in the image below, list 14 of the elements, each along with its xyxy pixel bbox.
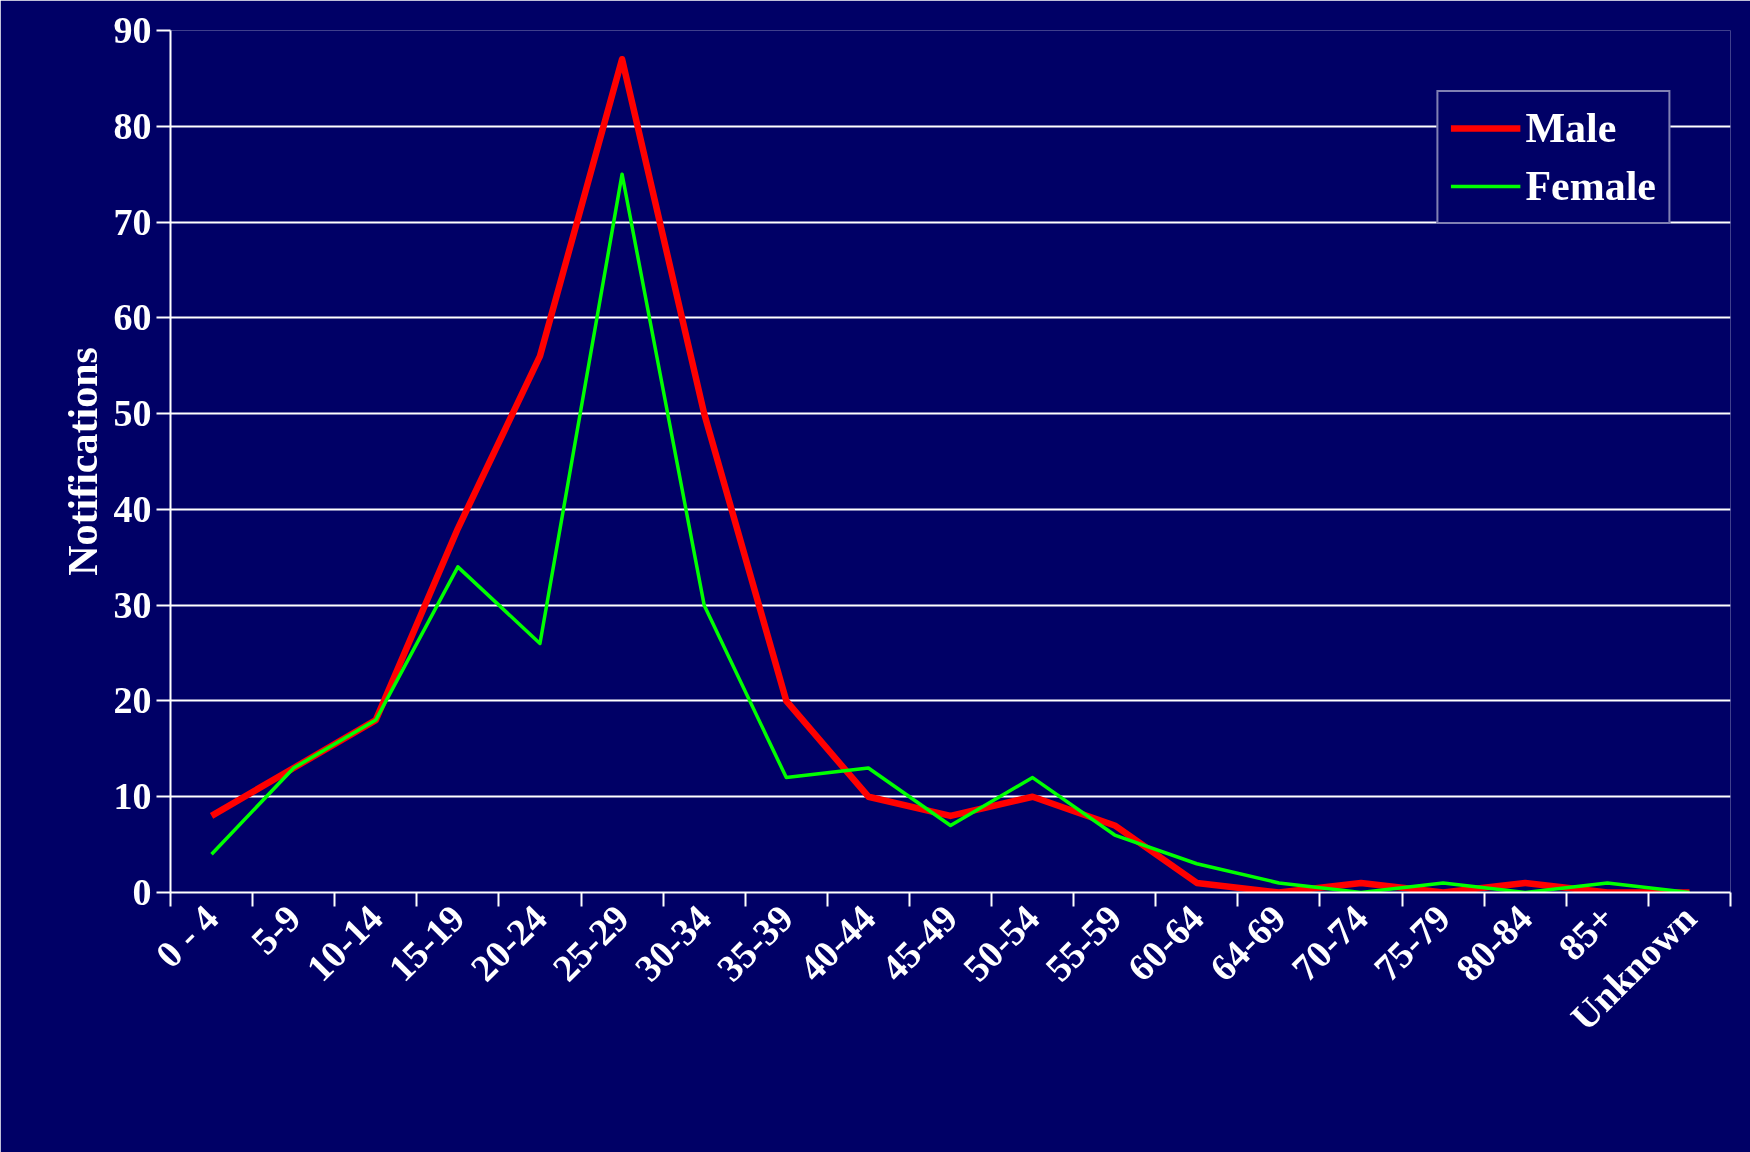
y-tick-label: 50: [113, 392, 152, 435]
y-axis-title: Notifications: [59, 347, 106, 576]
y-tick-label: 40: [113, 487, 152, 530]
x-tick-label: 5-9: [242, 896, 309, 963]
y-tick-label: 10: [113, 775, 152, 818]
y-tick-label: 20: [113, 679, 152, 722]
y-tick-label: 80: [113, 104, 152, 147]
y-tick-label: 30: [113, 583, 152, 626]
y-tick-label: 90: [113, 9, 152, 51]
y-tick-label: 70: [113, 200, 152, 243]
legend-label: Male: [1525, 104, 1617, 152]
y-tick-label: 60: [113, 296, 152, 339]
legend-label: Female: [1525, 162, 1656, 210]
y-tick-label: 0: [132, 871, 152, 913]
